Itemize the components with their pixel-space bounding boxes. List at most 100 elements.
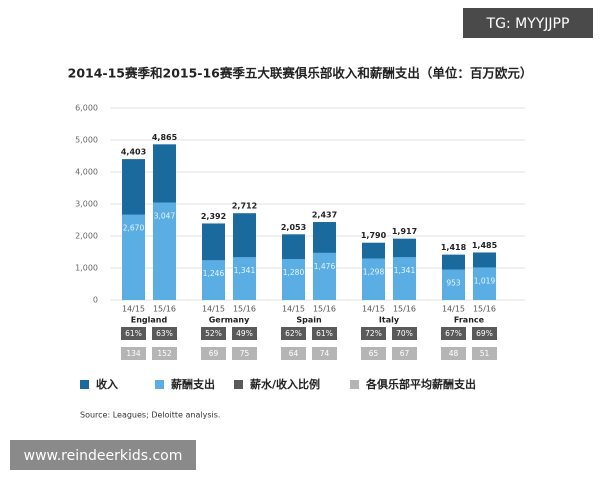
value-label: 2,437 [312, 211, 337, 220]
bar [442, 269, 465, 300]
table-cell [392, 347, 417, 360]
value-label: 2,712 [232, 202, 257, 211]
watermark-box [10, 440, 196, 470]
legend-label: 各俱乐部平均薪酬支出 [365, 377, 476, 391]
table-cell [441, 347, 466, 360]
watermark: www.reindeerkids.com [24, 448, 183, 464]
y-tick-label: 4,000 [75, 168, 98, 177]
table-cell-label: 65 [369, 349, 379, 358]
bar [313, 252, 336, 300]
group-label: France [454, 316, 485, 325]
table-cell-label: 52% [205, 329, 222, 338]
group-label: Germany [209, 316, 250, 325]
table-cell-label: 69 [209, 349, 219, 358]
legend-label: 薪酬支出 [171, 377, 215, 391]
legend-label: 薪水/收入比例 [250, 377, 320, 391]
value-label: 2,670 [123, 224, 145, 233]
bar [393, 257, 416, 300]
table-cell-label: 61% [316, 329, 333, 338]
table-cell [441, 327, 466, 340]
group-label: England [131, 316, 168, 325]
bar [473, 267, 496, 300]
table-cell-label: 61% [125, 329, 142, 338]
y-tick-label: 0 [93, 296, 98, 305]
bar [362, 258, 385, 300]
table-cell [281, 347, 306, 360]
y-tick-label: 6,000 [75, 104, 98, 113]
x-tick-label: 15/16 [233, 305, 256, 314]
bar [153, 202, 176, 300]
value-label: 2,053 [281, 223, 306, 232]
table-cell-label: 48 [449, 349, 459, 358]
bar [122, 214, 145, 300]
table-cell-label: 152 [157, 349, 172, 358]
y-tick-label: 1,000 [75, 264, 98, 273]
table-cell-label: 49% [236, 329, 253, 338]
table-cell [472, 347, 497, 360]
table-cell [361, 347, 386, 360]
table-cell [472, 327, 497, 340]
legend-label: 收入 [96, 377, 118, 391]
table-cell [152, 327, 177, 340]
group-label: Italy [379, 316, 400, 325]
chart-title: 2014-15赛季和2015-16赛季五大联赛俱乐部收入和薪酬支出（单位：百万欧… [68, 66, 533, 81]
value-label: 1,298 [363, 267, 385, 276]
x-tick-label: 15/16 [313, 305, 336, 314]
table-cell-label: 75 [240, 349, 250, 358]
y-tick-label: 5,000 [75, 136, 98, 145]
value-label: 1,341 [234, 266, 256, 275]
table-cell [201, 327, 226, 340]
bar [202, 260, 225, 300]
value-label: 1,476 [314, 262, 336, 271]
value-label: 1,485 [472, 241, 498, 250]
table-cell-label: 70% [396, 329, 413, 338]
value-label: 4,403 [121, 148, 146, 157]
value-label: 1,917 [392, 227, 417, 236]
value-label: 3,047 [154, 211, 176, 220]
table-cell-label: 72% [365, 329, 382, 338]
value-label: 1,280 [283, 268, 305, 277]
x-tick-label: 15/16 [473, 305, 496, 314]
table-cell-label: 74 [320, 349, 330, 358]
value-label: 1,418 [441, 243, 467, 252]
table-cell [152, 347, 177, 360]
x-tick-label: 15/16 [393, 305, 416, 314]
table-cell [312, 327, 337, 340]
table-cell-label: 63% [156, 329, 173, 338]
value-label: 1,341 [394, 266, 416, 275]
x-tick-label: 14/15 [362, 305, 385, 314]
table-cell [232, 327, 257, 340]
table-cell [121, 347, 146, 360]
value-label: 2,392 [201, 212, 226, 221]
table-cell-label: 51 [480, 349, 490, 358]
table-cell-label: 67 [400, 349, 410, 358]
bar [282, 259, 305, 300]
table-cell [361, 327, 386, 340]
x-tick-label: 14/15 [282, 305, 305, 314]
x-tick-label: 14/15 [122, 305, 145, 314]
y-tick-label: 3,000 [75, 200, 98, 209]
x-tick-label: 14/15 [442, 305, 465, 314]
table-cell-label: 64 [289, 349, 299, 358]
table-cell [201, 347, 226, 360]
bar [233, 257, 256, 300]
x-tick-label: 15/16 [153, 305, 176, 314]
legend-swatch [234, 380, 243, 389]
value-label: 1,790 [361, 231, 387, 240]
legend-swatch [350, 380, 359, 389]
table-cell [281, 327, 306, 340]
table-cell-label: 69% [476, 329, 493, 338]
table-cell [312, 347, 337, 360]
table-cell-label: 67% [445, 329, 462, 338]
group-label: Spain [296, 316, 322, 325]
legend-swatch [80, 380, 89, 389]
table-cell [121, 327, 146, 340]
value-label: 1,246 [203, 269, 225, 278]
value-label: 953 [446, 279, 461, 288]
table-cell [392, 327, 417, 340]
y-tick-label: 2,000 [75, 232, 98, 241]
source-note: Source: Leagues; Deloitte analysis. [80, 411, 220, 420]
value-label: 4,865 [152, 133, 178, 142]
